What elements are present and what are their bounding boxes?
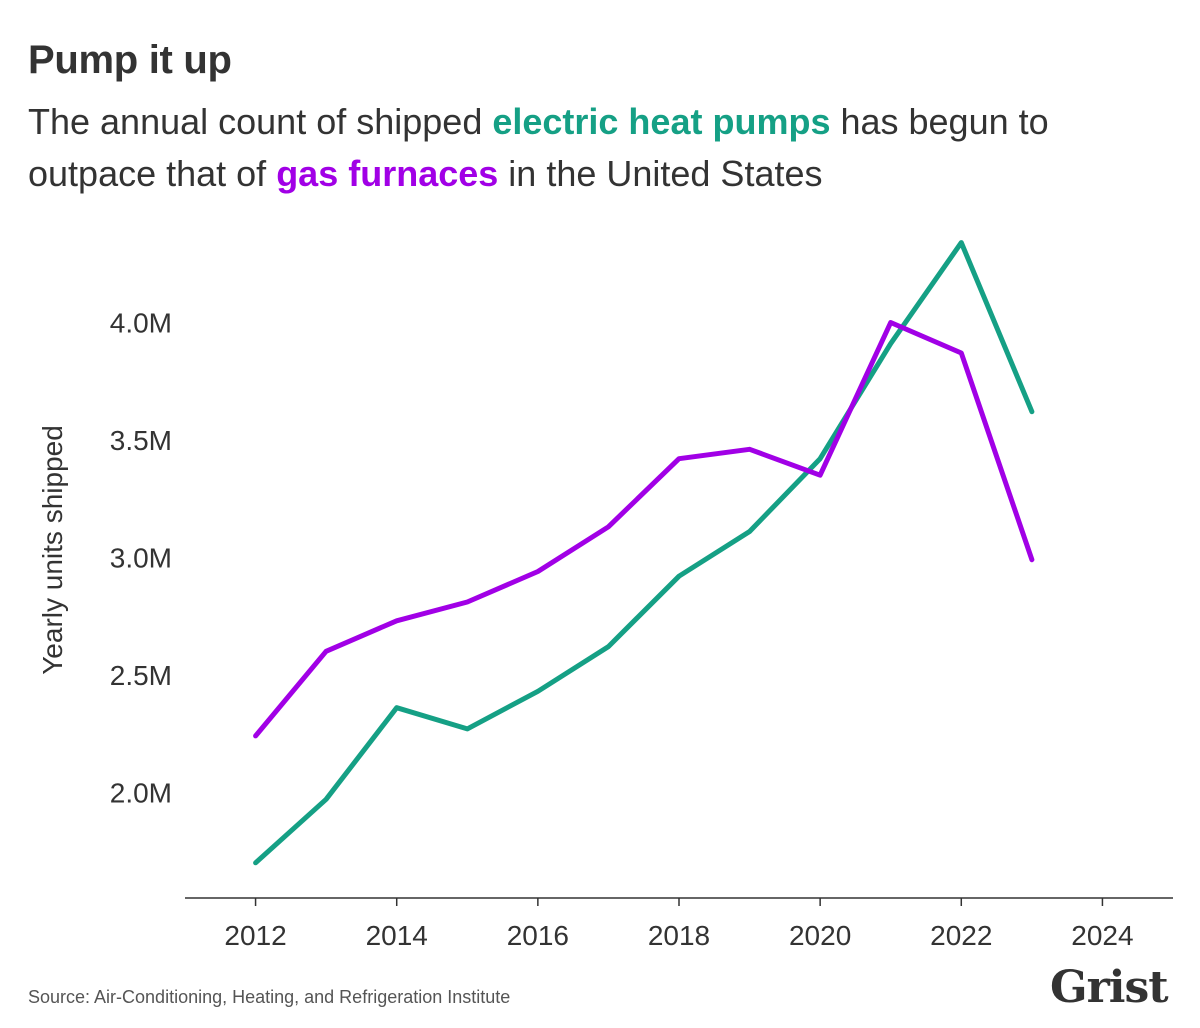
- x-tick-label: 2018: [648, 920, 710, 951]
- subtitle-highlight-heat-pumps: electric heat pumps: [492, 101, 831, 142]
- series-lines: [253, 240, 1035, 866]
- x-tick-label: 2016: [507, 920, 569, 951]
- x-tick-label: 2014: [366, 920, 428, 951]
- subtitle-text-3: in the United States: [498, 153, 823, 194]
- y-tick-label: 4.0M: [110, 307, 172, 338]
- y-tick-label: 3.5M: [110, 425, 172, 456]
- x-tick-label: 2022: [930, 920, 992, 951]
- y-tick-label: 3.0M: [110, 542, 172, 573]
- series-line-gas-furnaces: [253, 320, 1035, 739]
- y-axis-ticks: 2.0M 2.5M 3.0M 3.5M 4.0M: [110, 307, 172, 808]
- source-note: Source: Air-Conditioning, Heating, and R…: [28, 987, 511, 1007]
- subtitle-text-2: has begun to outpace that of: [28, 101, 1049, 194]
- x-tick-label: 2020: [789, 920, 851, 951]
- grist-logo: Grist: [1050, 962, 1169, 1013]
- y-tick-label: 2.5M: [110, 660, 172, 691]
- x-axis: 2012 2014 2016 2018 2020 2022 2024: [185, 897, 1173, 951]
- subtitle-highlight-gas-furnaces: gas furnaces: [276, 153, 499, 194]
- x-tick-label: 2012: [224, 920, 286, 951]
- subtitle-text-1: The annual count of shipped: [28, 101, 493, 142]
- y-axis-label: Yearly units shipped: [37, 425, 68, 675]
- x-tick-label: 2024: [1071, 920, 1133, 951]
- chart-subtitle: The annual count of shipped electric hea…: [28, 96, 1178, 200]
- y-tick-label: 2.0M: [110, 777, 172, 808]
- chart-title: Pump it up: [28, 38, 232, 82]
